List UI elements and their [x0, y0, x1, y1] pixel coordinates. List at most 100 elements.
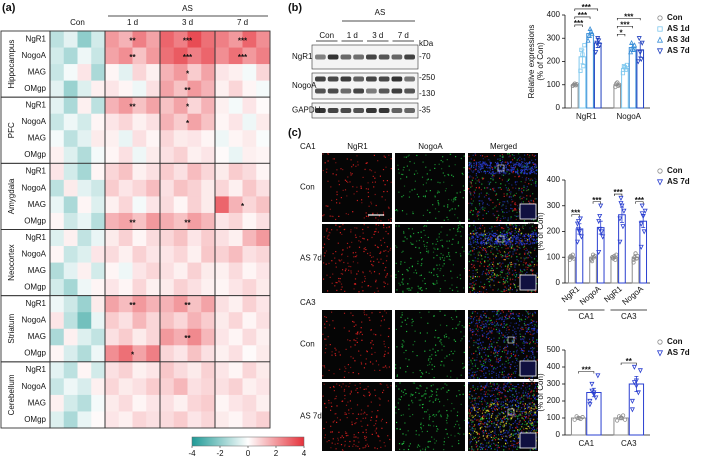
signal: [480, 224, 482, 226]
signal: [422, 184, 424, 186]
signal: [435, 414, 437, 416]
heat-cell: [215, 378, 230, 396]
heat-cell: [146, 295, 161, 313]
signal: [536, 339, 538, 341]
panel-label: (a): [2, 2, 16, 14]
signal: [479, 360, 481, 362]
signal: [516, 242, 518, 244]
signal: [495, 444, 497, 446]
signal: [362, 237, 364, 239]
signal: [495, 397, 497, 400]
signal: [522, 161, 524, 163]
heat-cell: [118, 246, 133, 263]
signal: [532, 273, 534, 275]
signal: [475, 166, 477, 168]
signal: [365, 358, 367, 360]
signal: [493, 403, 495, 405]
signal: [437, 240, 439, 242]
signal: [515, 187, 517, 189]
signal: [429, 400, 431, 402]
signal: [507, 346, 509, 348]
signal: [513, 208, 515, 210]
signal: [436, 280, 438, 282]
signal: [479, 316, 481, 318]
signal: [383, 155, 385, 157]
signal: [379, 440, 381, 442]
signal: [456, 286, 458, 288]
signal: [405, 434, 407, 436]
signal: [515, 276, 517, 278]
signal: [433, 438, 435, 440]
signal: [472, 328, 474, 331]
heat-cell: [228, 295, 243, 313]
signal: [423, 240, 425, 242]
signal: [495, 324, 497, 326]
signal: [332, 438, 334, 440]
signal: [344, 189, 347, 191]
signal: [435, 344, 437, 346]
heat-cell: [187, 80, 202, 98]
signal: [355, 340, 357, 342]
signal: [526, 424, 528, 426]
signal: [507, 240, 509, 242]
signal: [516, 245, 518, 247]
signal: [350, 172, 352, 174]
signal: [463, 366, 465, 368]
signal: [482, 430, 484, 432]
signal: [518, 224, 520, 226]
signal: [398, 282, 400, 284]
heat-cell: [256, 47, 271, 65]
point: [593, 395, 599, 401]
signal: [433, 365, 436, 368]
signal: [485, 162, 487, 165]
signal: [480, 207, 482, 209]
heat-cell: [132, 47, 147, 65]
signal: [510, 419, 512, 421]
signal: [456, 229, 458, 231]
signal: [530, 355, 532, 357]
signal: [402, 414, 404, 416]
signal: [508, 270, 510, 272]
significance-label: ***: [613, 188, 623, 197]
signal: [363, 411, 366, 413]
signal: [491, 311, 493, 313]
signal: [358, 246, 361, 248]
signal: [516, 235, 518, 237]
signal: [352, 413, 354, 415]
signal: [499, 234, 501, 236]
signal: [510, 232, 512, 234]
signal: [338, 280, 340, 282]
signal: [510, 400, 512, 402]
signal: [508, 210, 510, 212]
signal: [420, 317, 422, 319]
signal: [483, 248, 486, 250]
signal: [325, 250, 328, 252]
signal: [477, 347, 479, 349]
signal: [516, 274, 518, 276]
signal: [384, 184, 386, 186]
heat-cell: [228, 47, 243, 65]
signal: [488, 373, 491, 375]
signal: [470, 276, 472, 278]
signal: [490, 178, 492, 180]
signal: [475, 419, 478, 421]
signal: [487, 355, 489, 357]
signal: [420, 376, 422, 378]
signal: [533, 242, 536, 244]
signal: [501, 371, 503, 373]
signal: [353, 193, 355, 195]
signal: [484, 163, 486, 165]
group-title: AS: [182, 4, 193, 13]
signal: [532, 448, 534, 450]
heat-cell: [146, 378, 161, 396]
signal: [535, 232, 537, 234]
signal: [481, 357, 483, 359]
point: [638, 244, 644, 250]
signal: [480, 192, 482, 194]
significance-label: *: [186, 119, 190, 128]
signal: [436, 428, 438, 430]
signal: [506, 237, 508, 239]
signal: [474, 399, 476, 401]
signal: [514, 388, 516, 390]
signal: [491, 173, 493, 175]
